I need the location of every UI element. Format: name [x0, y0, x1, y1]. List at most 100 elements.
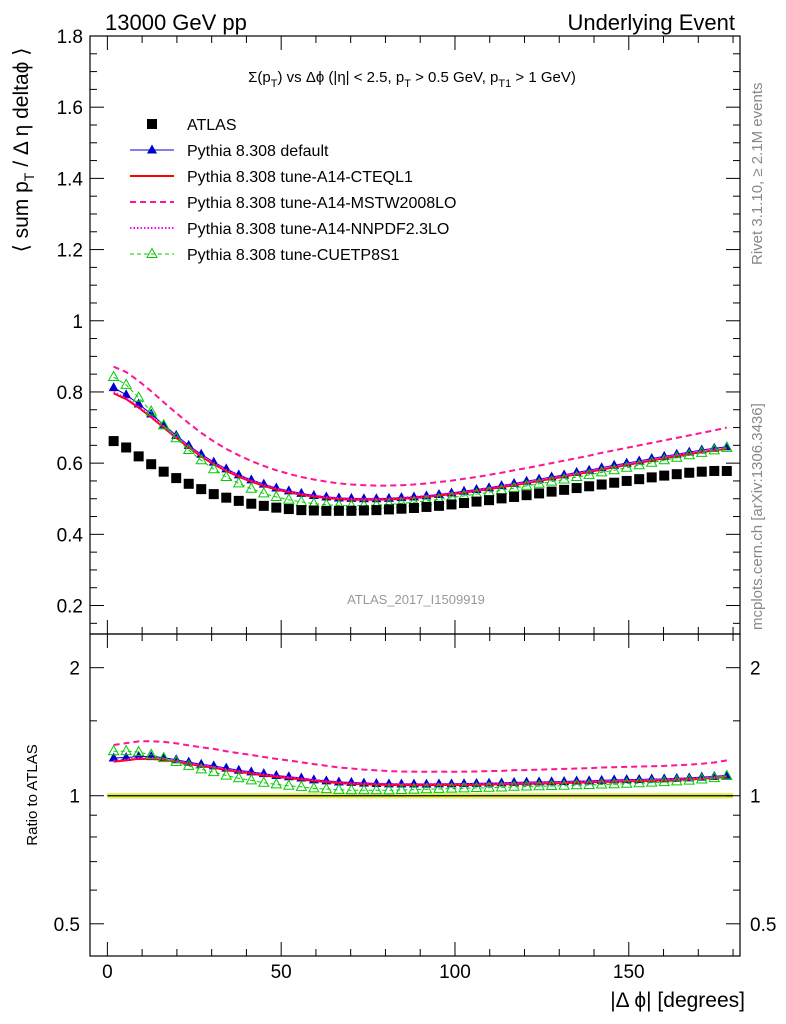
- data-point: [620, 461, 633, 472]
- ratio-data-point: [558, 779, 570, 790]
- data-point: [559, 484, 570, 495]
- data-point: [433, 500, 444, 511]
- data-point: [408, 502, 419, 513]
- ratio-data-point: [570, 778, 583, 790]
- data-point: [520, 479, 533, 490]
- ratio-data-point: [458, 781, 470, 793]
- main-y-tick-label: 1: [72, 312, 83, 333]
- data-point: [107, 370, 120, 382]
- ratio-data-point: [408, 783, 420, 794]
- ratio-data-point: [695, 772, 708, 784]
- data-point: [146, 459, 157, 470]
- data-point: [671, 469, 682, 480]
- ratio-data-point: [207, 765, 220, 777]
- ratio-data-point: [658, 775, 671, 787]
- data-point: [333, 505, 344, 516]
- data-point: [195, 453, 208, 465]
- data-point: [709, 465, 720, 476]
- legend-marker: [146, 247, 158, 258]
- ratio-data-point: [232, 771, 245, 783]
- data-point: [321, 505, 332, 516]
- data-point: [158, 466, 169, 477]
- legend: ATLAS Pythia 8.308 default Pythia 8.308 tu…: [130, 117, 456, 264]
- ratio-series: [107, 740, 733, 795]
- data-point: [533, 477, 545, 488]
- data-point: [683, 448, 696, 460]
- data-point: [271, 502, 282, 513]
- ratio-data-point: [370, 783, 383, 795]
- data-point: [296, 505, 307, 516]
- series-line: [113, 376, 727, 507]
- ratio-data-point: [683, 774, 696, 785]
- ratio-data-point: [708, 771, 721, 783]
- x-tick-label: 0: [102, 962, 113, 983]
- data-point: [371, 505, 382, 516]
- data-point: [183, 478, 194, 489]
- data-point: [270, 490, 283, 501]
- data-point: [670, 451, 683, 462]
- main-panel: 0.2 0.4 0.6 0.8 1 1.2 1.4 1.6 1.8 Σ(pT) vs Δϕ (|…: [10, 27, 741, 635]
- data-point: [508, 481, 520, 493]
- legend-label: Pythia 8.308 tune-CUETP8S1: [187, 247, 400, 264]
- ratio-data-point: [533, 779, 545, 791]
- ratio-panel-frame: [89, 633, 741, 957]
- ratio-y-axis: 0.5 0.5 1 1 2 2: [54, 659, 777, 936]
- data-point: [383, 504, 394, 515]
- data-point: [358, 505, 369, 516]
- data-point: [346, 505, 357, 516]
- ratio-data-point: [620, 777, 633, 788]
- main-y-axis-label: ⟨ sum pT / Δ η deltaϕ ⟩: [10, 48, 37, 253]
- collision-energy-label: 13000 GeV pp: [105, 10, 247, 35]
- data-point: [571, 483, 582, 494]
- legend-marker: [147, 119, 157, 129]
- data-point: [196, 484, 207, 495]
- data-point: [496, 493, 507, 504]
- ratio-y-tick-label: 1: [69, 787, 80, 808]
- series-4: [113, 391, 727, 500]
- ratio-data-point: [108, 752, 119, 762]
- mcplots-label: mcplots.cern.ch [arXiv:1306.3436]: [749, 403, 766, 630]
- data-point: [145, 405, 158, 416]
- series-line: [113, 391, 727, 500]
- ratio-series-line: [113, 740, 727, 773]
- data-point: [459, 498, 470, 509]
- ratio-data-point: [145, 748, 158, 759]
- data-point: [207, 462, 220, 474]
- ratio-data-point: [245, 773, 258, 785]
- main-x-ticks: [106, 36, 734, 634]
- event-type-label: Underlying Event: [567, 10, 735, 35]
- ratio-data-point: [195, 762, 208, 774]
- ratio-data-point: [182, 759, 195, 770]
- ratio-data-point: [608, 777, 621, 789]
- data-point: [484, 495, 495, 506]
- data-point: [545, 475, 558, 486]
- data-point: [509, 491, 520, 502]
- ratio-data-point: [132, 745, 145, 757]
- data-point: [170, 431, 183, 443]
- data-point: [608, 463, 621, 475]
- data-point: [108, 382, 119, 392]
- data-point: [108, 436, 119, 447]
- legend-marker: [147, 144, 157, 154]
- data-point: [696, 466, 707, 477]
- ratio-data-point: [257, 776, 270, 787]
- legend-label: ATLAS: [187, 117, 237, 134]
- ratio-series-line: [113, 757, 727, 786]
- ratio-data-point: [720, 769, 733, 781]
- data-point: [446, 499, 457, 510]
- main-y-tick-label: 1.6: [57, 98, 83, 119]
- series-line: [113, 365, 728, 487]
- ratio-data-point: [633, 776, 646, 788]
- data-point: [257, 486, 270, 498]
- legend-label: Pythia 8.308 tune-A14-NNPDF2.3LO: [187, 221, 449, 238]
- ratio-data-point: [333, 783, 345, 794]
- data-point: [609, 477, 620, 488]
- data-point: [132, 391, 145, 402]
- data-point: [121, 442, 132, 453]
- main-y-tick-label: 1.4: [57, 169, 84, 190]
- legend-label: Pythia 8.308 default: [187, 143, 329, 160]
- ratio-data-point: [282, 779, 295, 790]
- data-point: [246, 498, 257, 509]
- legend-label: Pythia 8.308 tune-A14-CTEQL1: [187, 169, 413, 186]
